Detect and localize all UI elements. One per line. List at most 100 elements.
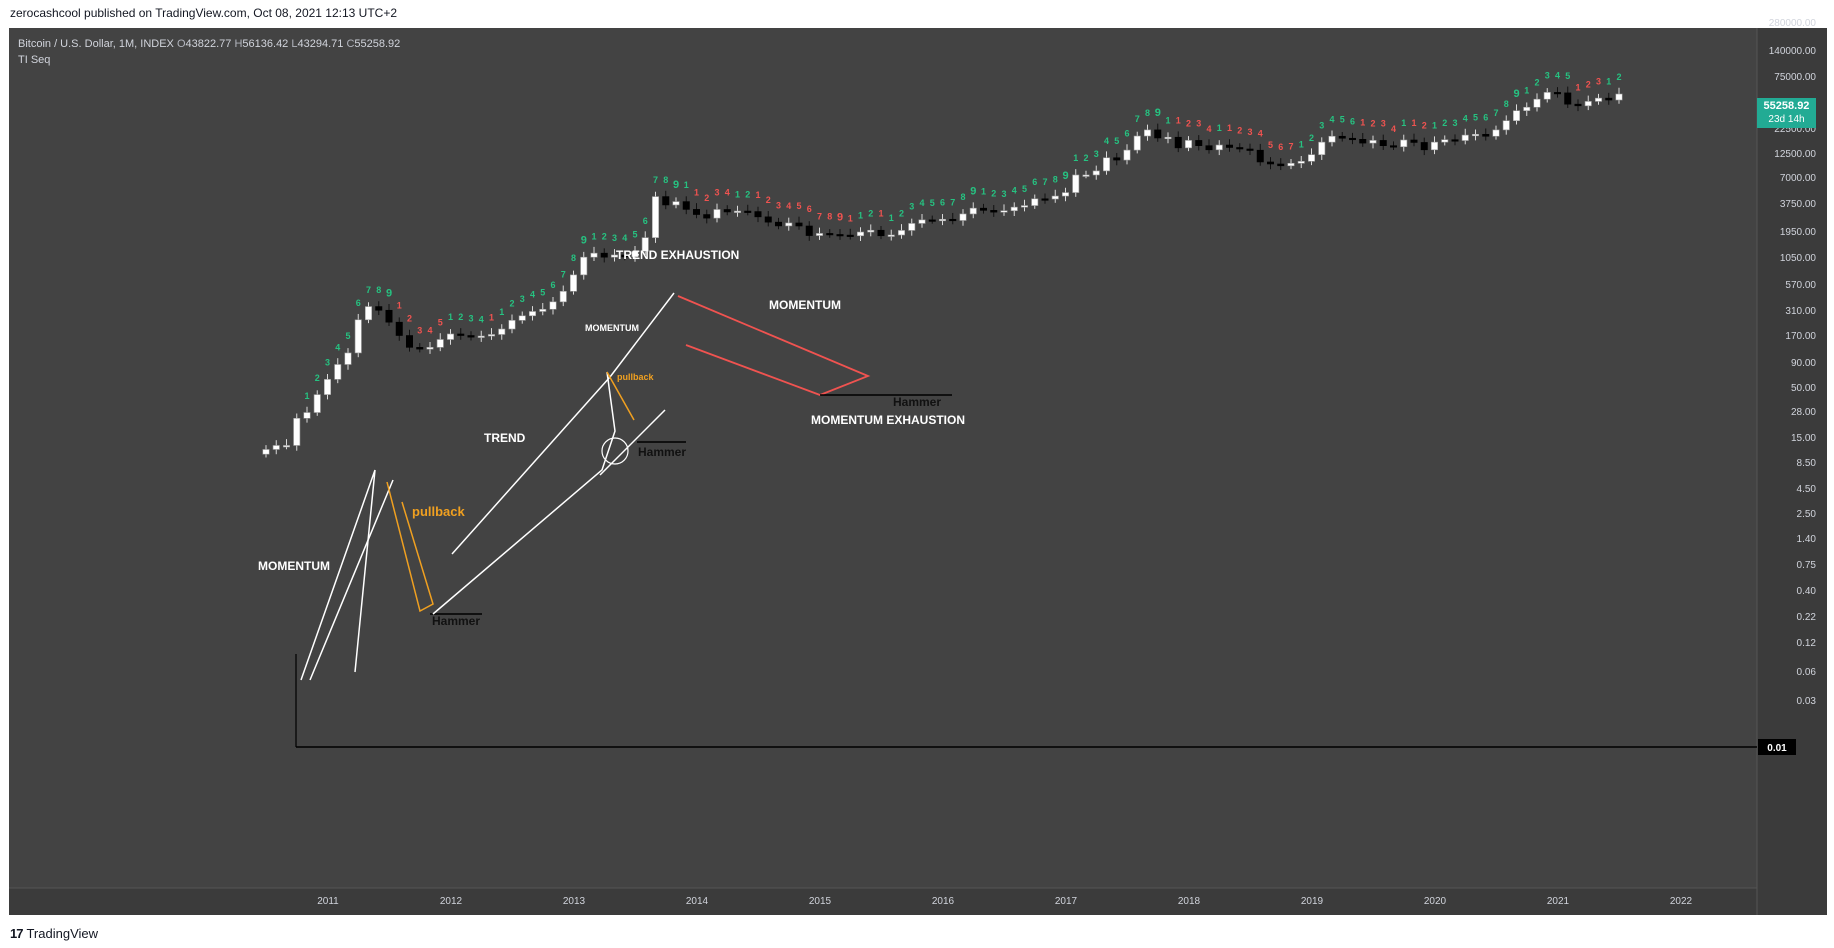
up-candle xyxy=(436,339,444,348)
seq-count: 5 xyxy=(1473,113,1478,123)
seq-count: 7 xyxy=(561,270,566,280)
seq-count: 4 xyxy=(1012,185,1017,195)
up-candle xyxy=(334,364,342,380)
seq-count: 2 xyxy=(1186,119,1191,129)
seq-count: 4 xyxy=(1104,136,1109,146)
up-candle xyxy=(1133,135,1141,151)
seq-count: 2 xyxy=(602,231,607,241)
seq-count: 5 xyxy=(345,331,350,341)
down-candle xyxy=(1256,149,1264,163)
up-candle xyxy=(303,412,311,419)
x-tick-label: 2019 xyxy=(1301,896,1324,907)
seq-count: 8 xyxy=(571,253,576,263)
seq-count: 1 xyxy=(489,313,494,323)
down-candle xyxy=(385,309,393,323)
up-candle xyxy=(323,379,331,395)
down-candle xyxy=(405,335,413,348)
y-tick-label: 4.50 xyxy=(1797,484,1817,495)
down-candle xyxy=(1113,157,1121,161)
seq-count: 5 xyxy=(540,288,545,298)
seq-count: 3 xyxy=(1452,118,1457,128)
seq-count: 3 xyxy=(325,358,330,368)
down-candle xyxy=(692,209,700,215)
seq-count: 1 xyxy=(1411,118,1416,128)
time-axis[interactable] xyxy=(9,888,1757,915)
seq-count: 9 xyxy=(581,234,587,246)
seq-count: 3 xyxy=(520,294,525,304)
footer: 17 TradingView xyxy=(0,920,1834,948)
down-candle xyxy=(805,225,813,236)
up-candle xyxy=(1543,92,1551,100)
seq-count: 1 xyxy=(1073,153,1078,163)
down-candle xyxy=(795,222,803,227)
y-tick-label: 0.40 xyxy=(1797,586,1817,597)
seq-count: 8 xyxy=(663,175,668,185)
annotation-line xyxy=(677,295,871,396)
up-candle xyxy=(1441,139,1449,143)
open-value: 43822.77 xyxy=(185,38,232,50)
seq-count: 3 xyxy=(909,202,914,212)
y-tick-label: 7000.00 xyxy=(1780,173,1817,184)
indicator-row[interactable]: TI Seq xyxy=(18,52,400,68)
up-candle xyxy=(969,207,977,215)
up-candle xyxy=(815,233,823,236)
seq-count: 2 xyxy=(1586,80,1591,90)
seq-count: 1 xyxy=(1432,120,1437,130)
up-candle xyxy=(477,335,485,338)
seq-count: 2 xyxy=(1309,133,1314,143)
seq-count: 1 xyxy=(1360,118,1365,128)
seq-count: 2 xyxy=(1534,77,1539,87)
down-candle xyxy=(1174,136,1182,149)
last-price-value: 55258.92 xyxy=(1763,100,1810,112)
brand[interactable]: 17 TradingView xyxy=(10,926,98,941)
up-candle xyxy=(549,301,557,310)
up-candle xyxy=(918,219,926,224)
seq-count: 2 xyxy=(1083,153,1088,163)
annotation-line xyxy=(386,481,434,613)
seq-count: 1 xyxy=(1575,82,1580,92)
seq-count: 5 xyxy=(1114,136,1119,146)
seq-count: 5 xyxy=(796,201,801,211)
annotation-label: MOMENTUM xyxy=(769,298,841,312)
seq-count: 6 xyxy=(550,280,555,290)
up-candle xyxy=(1431,141,1439,151)
down-candle xyxy=(1451,139,1459,142)
seq-count: 7 xyxy=(1493,108,1498,118)
up-candle xyxy=(1584,101,1592,107)
down-candle xyxy=(1349,137,1357,141)
legend-symbol-row: Bitcoin / U.S. Dollar, 1M, INDEX O43822.… xyxy=(18,36,400,52)
seq-count: 3 xyxy=(1094,149,1099,159)
symbol-title[interactable]: Bitcoin / U.S. Dollar, 1M, INDEX xyxy=(18,38,174,50)
down-candle xyxy=(949,218,957,222)
up-candle xyxy=(1369,140,1377,144)
down-candle xyxy=(375,306,383,311)
seq-count: 7 xyxy=(817,212,822,222)
down-candle xyxy=(1359,139,1367,144)
up-candle xyxy=(1308,154,1316,162)
y-tick-label: 12500.00 xyxy=(1774,149,1816,160)
seq-count: 3 xyxy=(1596,76,1601,86)
down-candle xyxy=(1390,145,1398,148)
y-tick-label: 0.06 xyxy=(1797,667,1817,678)
down-candle xyxy=(877,229,885,237)
seq-count: 6 xyxy=(1483,113,1488,123)
x-tick-label: 2014 xyxy=(686,896,709,907)
up-candle xyxy=(508,320,516,330)
seq-count: 7 xyxy=(1042,177,1047,187)
seq-count: 2 xyxy=(868,208,873,218)
seq-count: 2 xyxy=(991,189,996,199)
price-axis[interactable] xyxy=(1757,28,1827,915)
down-candle xyxy=(1482,133,1490,137)
seq-count: 5 xyxy=(1565,71,1570,81)
seq-count: 7 xyxy=(366,285,371,295)
chart-pane[interactable] xyxy=(9,28,1757,915)
seq-count: 1 xyxy=(1165,115,1170,125)
seq-count: 2 xyxy=(899,209,904,219)
y-tick-label: 50.00 xyxy=(1791,383,1816,394)
x-tick-label: 2018 xyxy=(1178,896,1201,907)
indicator-name[interactable]: TI Seq xyxy=(18,54,51,66)
close-value: 55258.92 xyxy=(354,38,401,50)
down-candle xyxy=(1605,97,1613,101)
floor-price-tag xyxy=(1758,739,1796,755)
